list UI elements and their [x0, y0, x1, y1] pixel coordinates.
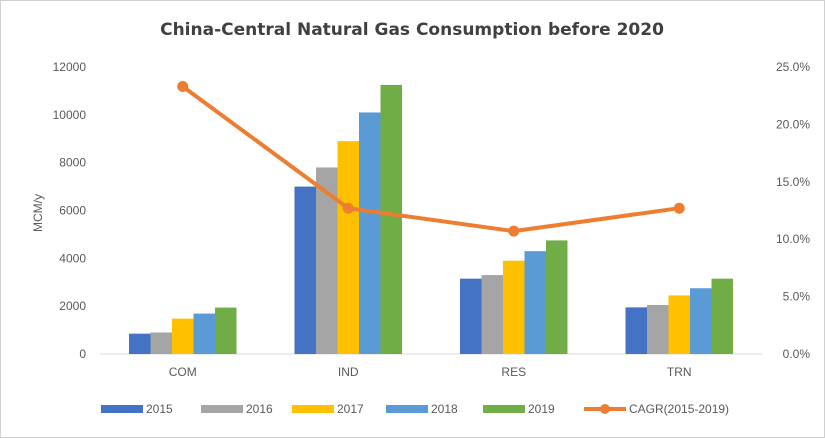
legend-swatch — [386, 405, 428, 413]
cagr-line — [180, 84, 682, 234]
y2-tick-label: 25.0% — [776, 60, 810, 74]
bar-2017-IND — [337, 141, 359, 354]
legend-label: 2015 — [146, 402, 173, 416]
legend-label: 2019 — [528, 402, 555, 416]
bar-2016-RES — [481, 275, 503, 354]
bar-2015-TRN — [625, 307, 647, 354]
y-tick-label: 0 — [79, 347, 86, 361]
legend-label: CAGR(2015-2019) — [629, 402, 729, 416]
y2-tick-label: 5.0% — [783, 290, 811, 304]
bar-2017-RES — [503, 260, 525, 354]
y-tick-label: 10000 — [53, 108, 87, 122]
x-category-label: TRN — [667, 365, 692, 379]
y2-tick-label: 0.0% — [783, 347, 811, 361]
y2-tick-label: 15.0% — [776, 175, 810, 189]
bar-2016-IND — [316, 167, 338, 354]
bar-2018-RES — [524, 251, 546, 354]
bar-2016-TRN — [647, 304, 669, 354]
legend-swatch — [201, 405, 243, 413]
bar-2016-COM — [150, 332, 172, 354]
cagr-point-IND — [342, 202, 354, 214]
y2-tick-label: 10.0% — [776, 232, 810, 246]
bar-2017-COM — [172, 318, 194, 354]
legend-swatch — [483, 405, 525, 413]
bar-2019-TRN — [711, 278, 733, 354]
bar-2018-COM — [193, 313, 215, 354]
bar-2019-IND — [380, 84, 402, 354]
legend-swatch — [292, 405, 334, 413]
bar-2015-IND — [294, 186, 316, 354]
bar-2015-RES — [460, 278, 482, 354]
bar-2019-RES — [546, 240, 568, 354]
y-tick-label: 12000 — [53, 60, 87, 74]
chart-title: China-Central Natural Gas Consumption be… — [160, 20, 664, 40]
y-tick-label: 4000 — [59, 251, 86, 265]
bar-2018-IND — [359, 112, 381, 354]
x-category-label: RES — [501, 365, 526, 379]
cagr-point-COM — [177, 81, 189, 93]
y2-tick-label: 20.0% — [776, 117, 810, 131]
legend-label: 2017 — [337, 402, 364, 416]
y-tick-label: 8000 — [59, 156, 86, 170]
cagr-point-RES — [508, 225, 520, 237]
y-tick-label: 6000 — [59, 204, 86, 218]
legend-label: 2018 — [431, 402, 458, 416]
bar-2015-COM — [129, 333, 151, 354]
bar-2018-TRN — [690, 288, 712, 354]
y-tick-label: 2000 — [59, 299, 86, 313]
legend-swatch — [101, 405, 143, 413]
bar-2017-TRN — [668, 295, 690, 354]
x-category-label: COM — [169, 365, 197, 379]
legend-label: 2016 — [246, 402, 273, 416]
bar-2019-COM — [215, 307, 237, 354]
x-category-label: IND — [338, 365, 359, 379]
cagr-point-TRN — [673, 202, 685, 214]
y-axis-label: MCM/y — [31, 194, 45, 232]
legend-marker — [600, 404, 610, 414]
